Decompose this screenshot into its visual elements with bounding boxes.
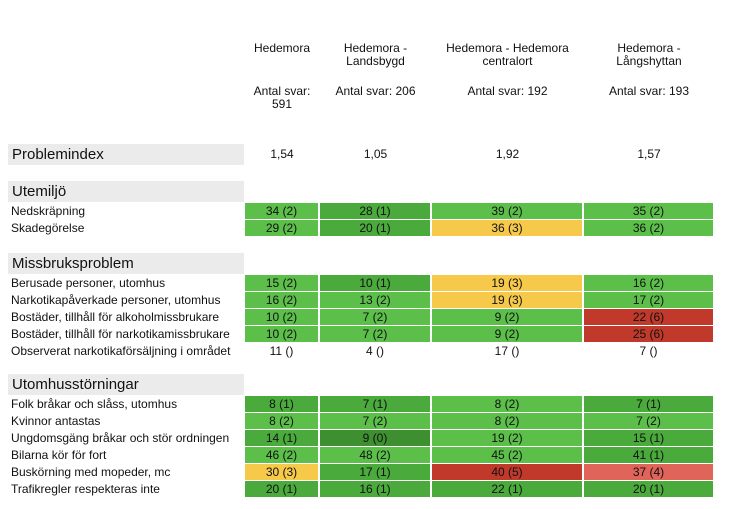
row-label: Bostäder, tillhåll för narkotikamissbruk… bbox=[11, 327, 230, 341]
row-label: Skadegörelse bbox=[11, 221, 85, 235]
data-cell: 7 (1) bbox=[320, 396, 430, 412]
row-label: Narkotikapåverkade personer, utomhus bbox=[11, 293, 221, 307]
data-cell: 37 (4) bbox=[584, 464, 713, 480]
data-cell: 20 (1) bbox=[245, 481, 318, 497]
data-cell: 10 (1) bbox=[320, 275, 430, 291]
row-label: Bostäder, tillhåll för alkoholmissbrukar… bbox=[11, 310, 220, 324]
response-count: Antal svar: 192 bbox=[467, 84, 548, 98]
row-label: Kvinnor antastas bbox=[11, 414, 101, 428]
data-cell: 16 (2) bbox=[584, 275, 713, 291]
problemindex-value: 1,05 bbox=[363, 147, 388, 161]
column-header: Hedemora bbox=[253, 41, 311, 55]
data-cell: 8 (2) bbox=[245, 413, 318, 429]
data-cell: 14 (1) bbox=[245, 430, 318, 446]
data-cell: 7 (2) bbox=[320, 413, 430, 429]
data-cell: 7 (2) bbox=[320, 309, 430, 325]
data-cell: 19 (3) bbox=[432, 275, 582, 291]
response-count: Antal svar: 193 bbox=[608, 84, 690, 98]
problemindex-value: 1,54 bbox=[270, 147, 294, 161]
row-label: Trafikregler respekteras inte bbox=[11, 482, 160, 496]
row-label: Nedskräpning bbox=[11, 204, 86, 218]
data-cell: 9 (2) bbox=[432, 309, 582, 325]
data-cell: 13 (2) bbox=[320, 292, 430, 308]
response-count: Antal svar: 206 bbox=[335, 84, 416, 98]
data-cell: 19 (3) bbox=[432, 292, 582, 308]
section-title: Utomhusstörningar bbox=[8, 374, 244, 395]
data-cell: 28 (1) bbox=[320, 203, 430, 219]
data-cell: 20 (1) bbox=[320, 220, 430, 236]
data-cell: 7 (1) bbox=[584, 396, 713, 412]
data-cell: 39 (2) bbox=[432, 203, 582, 219]
data-cell: 11 () bbox=[269, 344, 294, 358]
data-cell: 15 (1) bbox=[584, 430, 713, 446]
data-cell: 29 (2) bbox=[245, 220, 318, 236]
problemindex-label: Problemindex bbox=[8, 144, 244, 165]
row-label: Ungdomsgäng bråkar och stör ordningen bbox=[11, 431, 230, 445]
data-cell: 25 (6) bbox=[584, 326, 713, 342]
data-cell: 35 (2) bbox=[584, 203, 713, 219]
row-label: Berusade personer, utomhus bbox=[11, 276, 166, 290]
data-cell: 7 (2) bbox=[584, 413, 713, 429]
data-cell: 41 (1) bbox=[584, 447, 713, 463]
data-cell: 7 () bbox=[639, 344, 658, 358]
data-cell: 48 (2) bbox=[320, 447, 430, 463]
data-cell: 34 (2) bbox=[245, 203, 318, 219]
data-cell: 30 (3) bbox=[245, 464, 318, 480]
data-cell: 46 (2) bbox=[245, 447, 318, 463]
data-cell: 9 (2) bbox=[432, 326, 582, 342]
data-cell: 19 (2) bbox=[432, 430, 582, 446]
column-header: Hedemora - Långshyttan bbox=[616, 41, 682, 68]
data-cell: 17 (1) bbox=[320, 464, 430, 480]
data-cell: 22 (1) bbox=[432, 481, 582, 497]
data-cell: 10 (2) bbox=[245, 326, 318, 342]
row-label: Observerat narkotikaförsäljning i område… bbox=[11, 344, 231, 358]
data-cell: 16 (1) bbox=[320, 481, 430, 497]
row-label: Folk bråkar och slåss, utomhus bbox=[11, 397, 178, 411]
column-header: Hedemora - Hedemora centralort bbox=[446, 41, 569, 68]
row-label: Buskörning med mopeder, mc bbox=[11, 465, 171, 479]
problemindex-value: 1,57 bbox=[637, 147, 661, 161]
data-cell: 17 () bbox=[494, 344, 520, 358]
data-cell: 36 (3) bbox=[432, 220, 582, 236]
data-cell: 7 (2) bbox=[320, 326, 430, 342]
data-cell: 45 (2) bbox=[432, 447, 582, 463]
data-cell: 4 () bbox=[366, 344, 384, 358]
data-cell: 16 (2) bbox=[245, 292, 318, 308]
data-cell: 36 (2) bbox=[584, 220, 713, 236]
data-cell: 15 (2) bbox=[245, 275, 318, 291]
data-cell: 8 (1) bbox=[245, 396, 318, 412]
data-cell: 9 (0) bbox=[320, 430, 430, 446]
data-cell: 8 (2) bbox=[432, 413, 582, 429]
data-cell: 40 (5) bbox=[432, 464, 582, 480]
data-cell: 10 (2) bbox=[245, 309, 318, 325]
problemindex-value: 1,92 bbox=[495, 147, 520, 161]
column-header: Hedemora - Landsbygd bbox=[343, 41, 408, 68]
data-cell: 20 (1) bbox=[584, 481, 713, 497]
section-title: Utemiljö bbox=[8, 181, 244, 202]
section-title: Missbruksproblem bbox=[8, 253, 244, 274]
response-count: Antal svar: 591 bbox=[253, 84, 311, 111]
row-label: Bilarna kör för fort bbox=[11, 448, 107, 462]
data-cell: 22 (6) bbox=[584, 309, 713, 325]
data-cell: 17 (2) bbox=[584, 292, 713, 308]
data-cell: 8 (2) bbox=[432, 396, 582, 412]
